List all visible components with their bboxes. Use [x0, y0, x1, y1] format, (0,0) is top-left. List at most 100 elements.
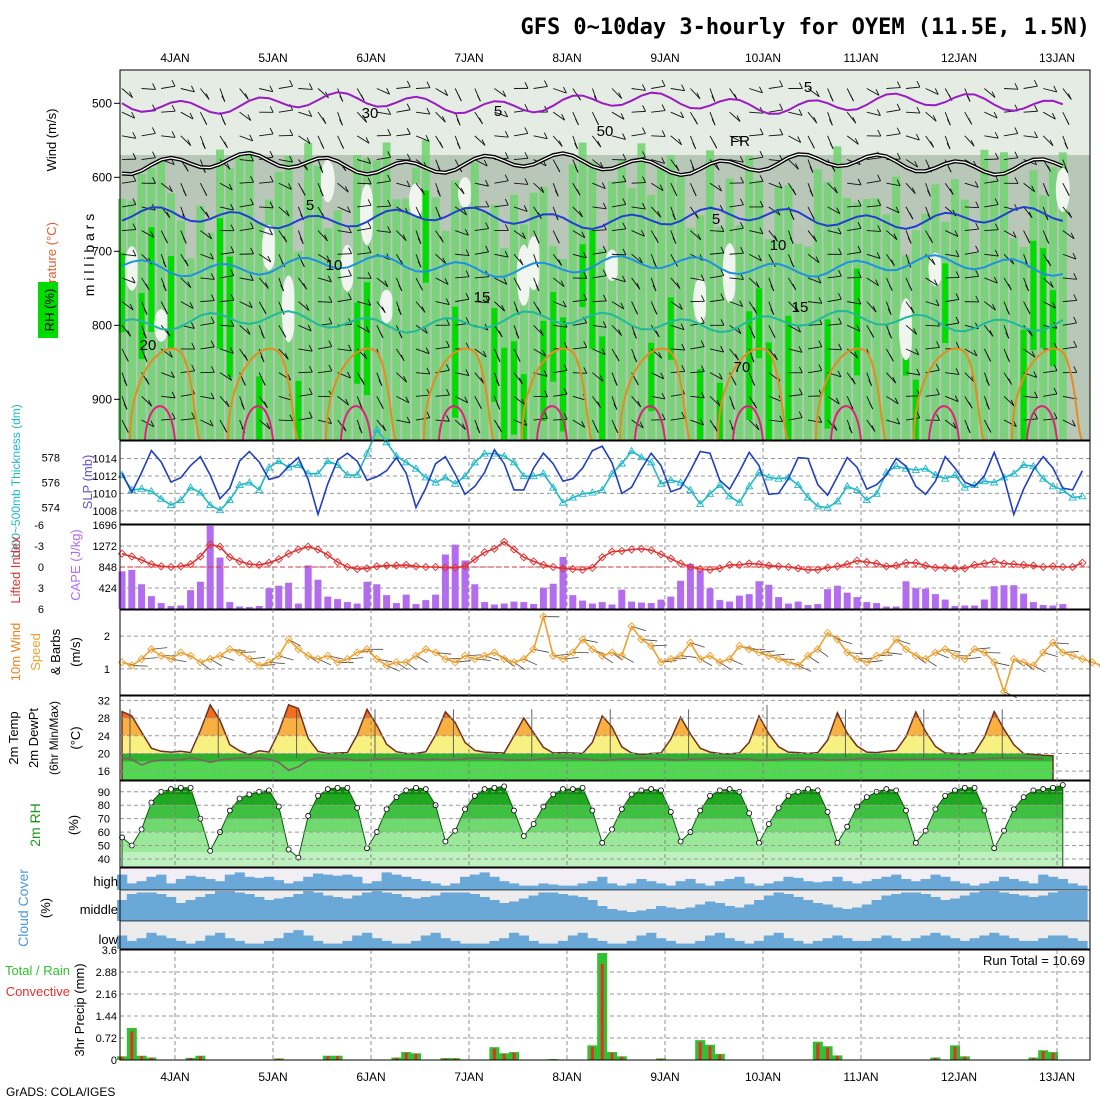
li-tick-label: 3 — [38, 583, 44, 595]
wind-barb-flag — [681, 365, 686, 372]
wind-barb-flag — [661, 130, 666, 137]
cloud-bar — [587, 881, 598, 890]
wind-barb — [788, 301, 799, 312]
wind-barb-flag — [838, 269, 842, 277]
wind-barb — [1023, 110, 1038, 113]
wind-barb — [807, 253, 820, 264]
wind-barb-flag — [221, 95, 226, 102]
wind-barb-flag — [320, 142, 325, 149]
cloud-bar — [744, 943, 755, 949]
wind-barb — [945, 372, 960, 375]
wind-barb-flag — [378, 379, 383, 386]
cloud-bar — [469, 943, 480, 949]
cape-bar — [196, 581, 204, 609]
wind-barb-flag — [954, 395, 959, 402]
li-line-point — [304, 542, 313, 551]
wind-barb-flag — [836, 207, 841, 214]
wind-barb — [219, 396, 230, 408]
wind-barb — [592, 324, 607, 328]
wind-barb — [866, 180, 881, 184]
cape-bar — [167, 606, 175, 609]
wind-barb — [690, 395, 705, 399]
wind-barb — [846, 111, 857, 124]
wind-barb-flag — [634, 308, 639, 315]
thickness-line-point — [352, 470, 362, 478]
cape-bar — [245, 607, 253, 609]
wind-barb — [572, 299, 587, 303]
wind-barb — [1062, 322, 1077, 326]
wind-barb-flag — [993, 276, 998, 284]
date-label-bottom: 6JAN — [356, 1070, 385, 1084]
cape-bar — [363, 581, 371, 609]
cloud-bar — [469, 874, 480, 890]
wind-barb-flag — [442, 257, 447, 265]
wind-barb-flag — [936, 341, 940, 348]
wind10m-line-point — [294, 645, 303, 654]
rh-point — [775, 804, 782, 811]
wind-barb-flag — [171, 104, 176, 112]
wind-barb-flag — [166, 330, 171, 337]
wind-barb-flag — [465, 249, 470, 256]
wind-barb-flag — [602, 245, 607, 253]
date-label-top: 10JAN — [745, 51, 781, 65]
rh-tick-label: 70 — [98, 814, 110, 826]
cloud-bar — [499, 903, 510, 921]
cape-bar — [726, 601, 734, 609]
cloud-bar — [881, 895, 892, 921]
wind-barb — [415, 111, 430, 115]
wind10m-line-point — [519, 654, 528, 664]
li-line-point — [1019, 560, 1028, 570]
wind-barb-flag — [599, 162, 604, 169]
rh-moist-column — [667, 297, 674, 360]
wind10m-line-point — [431, 648, 440, 657]
wind-barb — [376, 134, 391, 137]
cloud-bar — [440, 892, 451, 921]
wind10m-line-point — [1029, 661, 1038, 670]
wind-barb-flag — [660, 372, 665, 379]
wind-barb — [925, 301, 940, 307]
wind-barb-flag — [751, 379, 756, 386]
wind-barb-flag — [790, 213, 795, 220]
wind-barb-flag — [556, 165, 561, 173]
cloud-bar — [332, 897, 343, 921]
convective-bar — [512, 1052, 516, 1060]
wind-barb — [278, 206, 290, 217]
wind-barb-flag — [406, 80, 411, 88]
wind-barb-flag — [889, 354, 894, 362]
wind-barb — [572, 346, 587, 350]
cape-bar — [187, 590, 195, 609]
cape-bar — [735, 595, 743, 609]
temp-line — [121, 703, 1054, 780]
wind-barb — [886, 372, 897, 384]
cloud-bar — [548, 892, 559, 921]
wind-barb — [690, 88, 701, 100]
wind-barb — [749, 111, 764, 114]
wind-barb-flag — [345, 398, 349, 406]
isotherm-20 — [325, 347, 397, 441]
isotherm-25 — [144, 405, 176, 441]
cloud-bar — [842, 909, 853, 921]
cloud-bar — [783, 894, 794, 921]
cloud-bar — [1028, 897, 1039, 921]
wind10m-line-point — [607, 648, 617, 657]
wind10m-line-point — [392, 658, 401, 667]
wind-barb-flag — [929, 236, 933, 243]
wind-barb — [709, 372, 723, 380]
wind-barb-flag — [798, 109, 803, 116]
li-line-point — [1009, 560, 1018, 569]
cloud-bar — [509, 932, 520, 949]
isotherm-20 — [227, 347, 299, 441]
wind-barb-flag — [145, 378, 150, 385]
wind-barb-flag — [289, 155, 293, 163]
wind10m-line-point — [206, 654, 215, 664]
wind-barb-flag — [935, 299, 940, 306]
cape-bar — [147, 596, 155, 609]
cloud-bar — [1067, 938, 1078, 949]
cape-bar — [647, 603, 655, 609]
contour-label: 5 — [712, 211, 720, 228]
wind10m-line-point — [235, 648, 244, 657]
wind-barb-flag — [970, 140, 975, 147]
cloud-bar — [597, 906, 608, 921]
wind-barb-flag — [143, 308, 148, 315]
